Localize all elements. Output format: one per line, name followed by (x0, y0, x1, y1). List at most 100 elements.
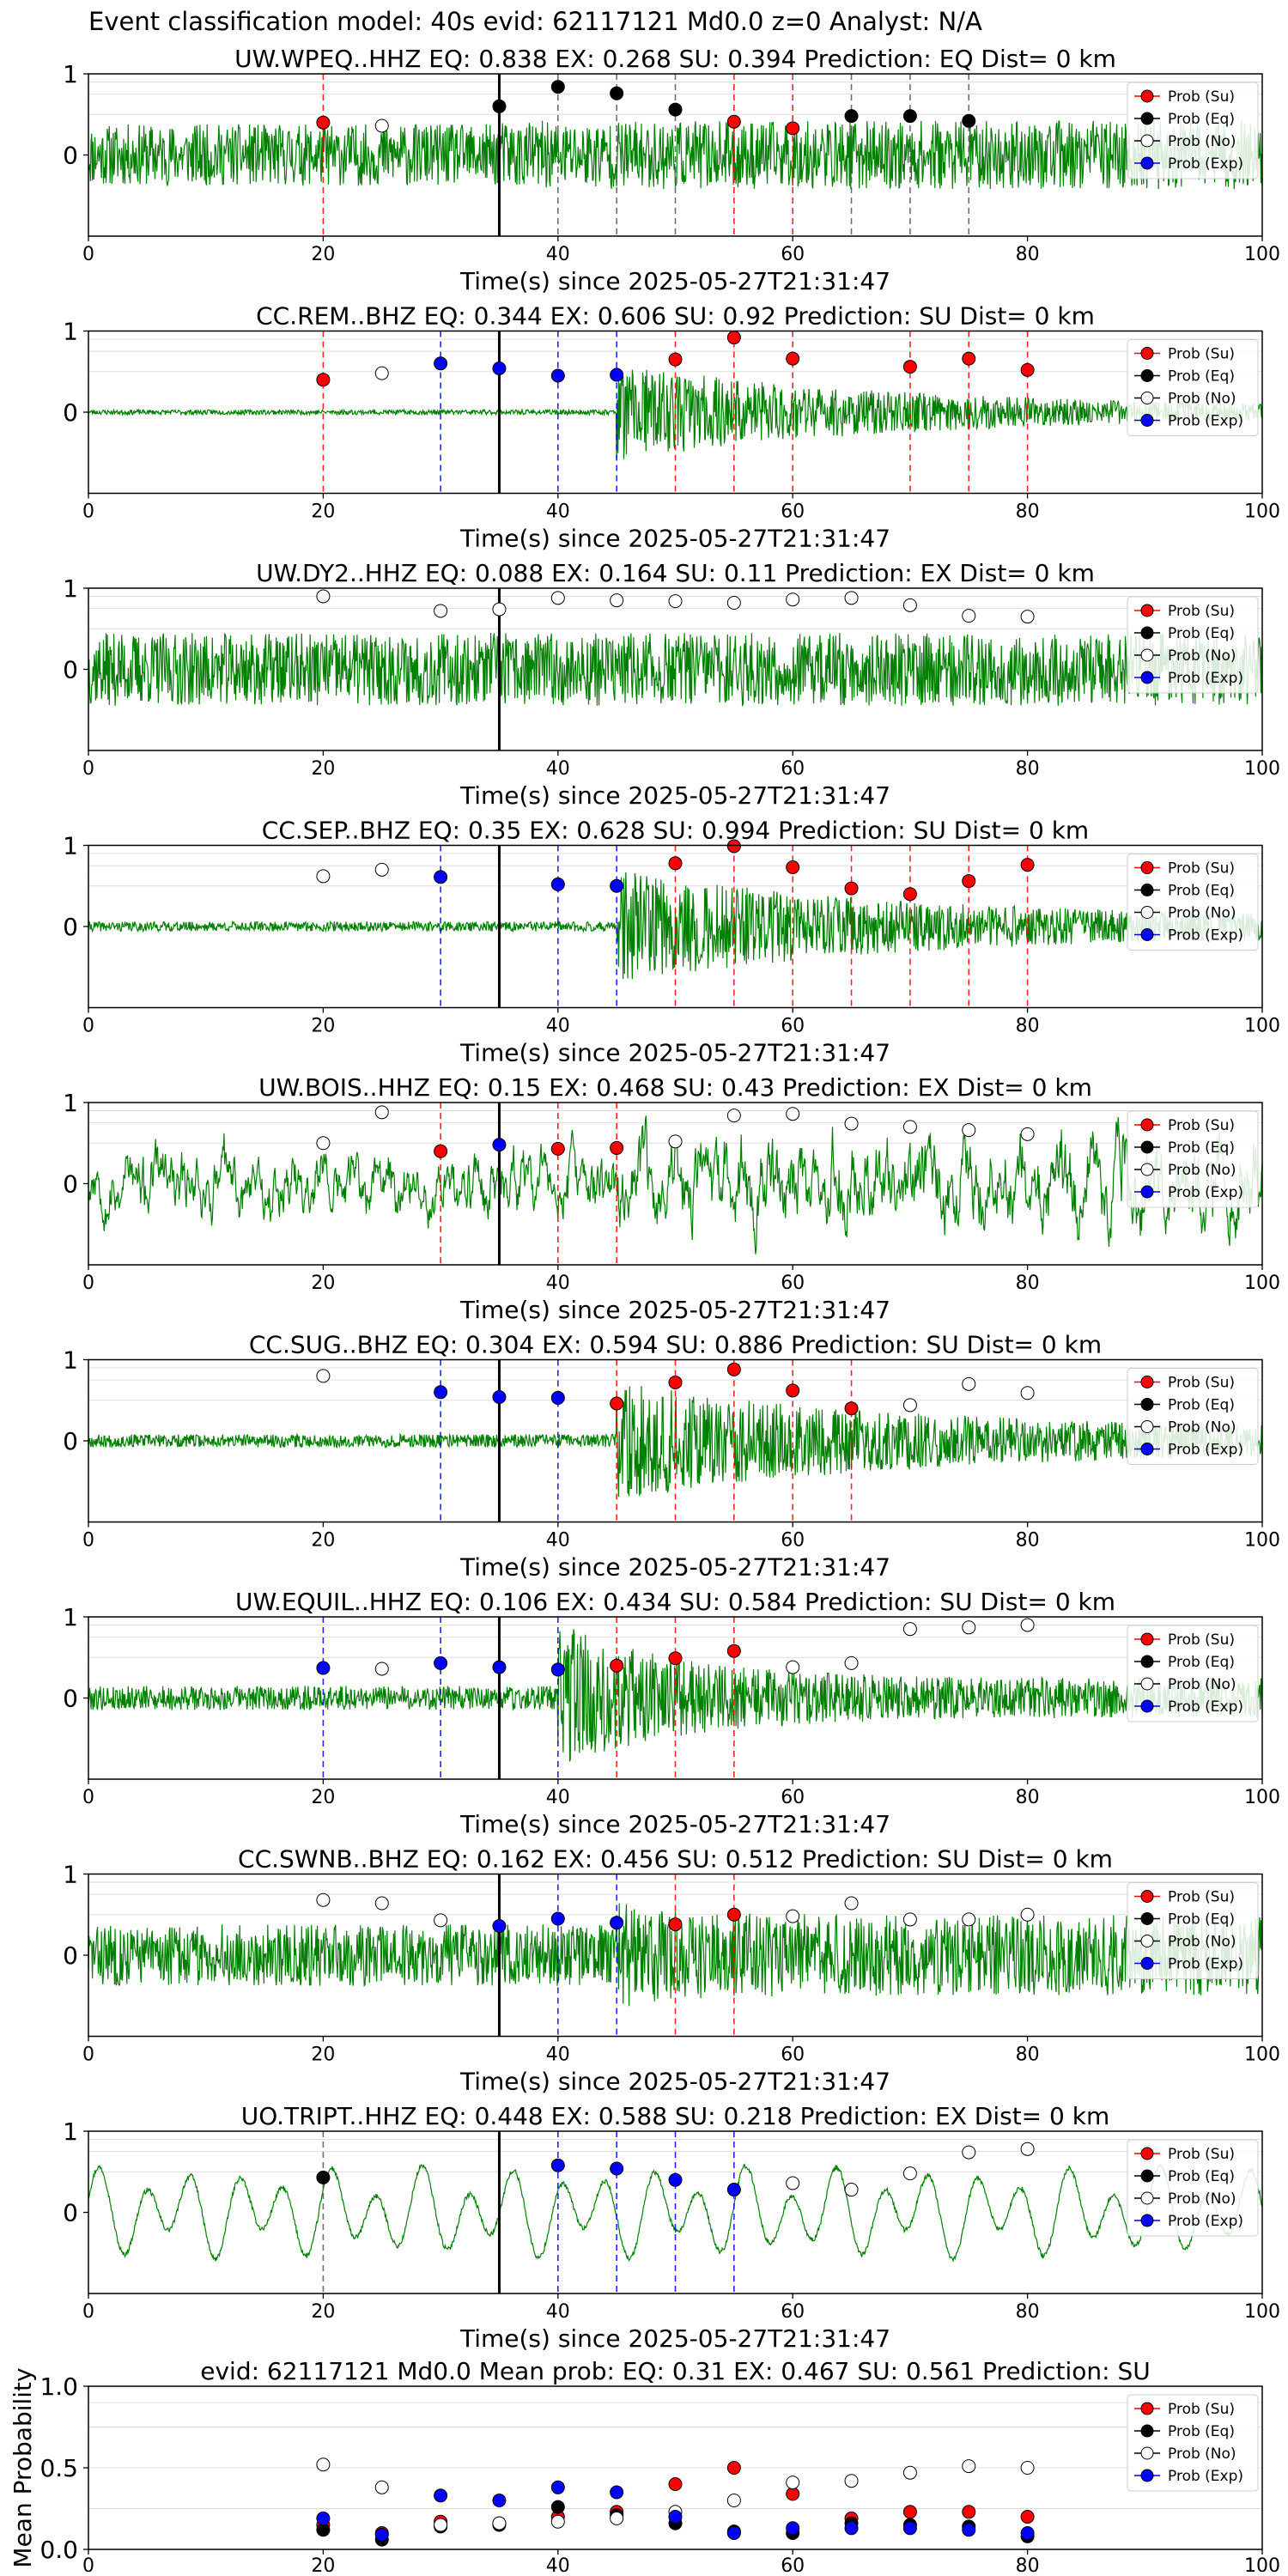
mean-prob-marker-no (1020, 2461, 1035, 2475)
prob-marker-no (434, 604, 448, 618)
prob-marker-su (668, 1375, 683, 1389)
legend-label: Prob (Eq) (1168, 111, 1235, 128)
prob-marker-no (316, 1136, 331, 1151)
legend-marker-exp (1140, 1699, 1154, 1713)
prob-marker-no (1020, 1386, 1035, 1400)
mean-prob-marker-exp (1020, 2526, 1035, 2540)
x-tick-label: 60 (781, 1273, 805, 1294)
x-tick-label: 60 (781, 244, 805, 265)
prob-marker-no (434, 1913, 448, 1928)
legend-label: Prob (Su) (1168, 1375, 1235, 1392)
prob-marker-no (902, 1120, 917, 1134)
mean-prob-marker-exp (786, 2521, 800, 2536)
prob-marker-no (786, 592, 800, 607)
mean-prob-marker-su (786, 2487, 800, 2501)
x-tick-label: 40 (546, 1273, 570, 1294)
station-panel-6: UW.EQUIL..HHZ EQ: 0.106 EX: 0.434 SU: 0.… (63, 1588, 1280, 1838)
x-tick-label: 0 (82, 2555, 94, 2576)
y-tick-label: 0 (63, 1427, 78, 1455)
legend-label: Prob (No) (1168, 1162, 1236, 1179)
prob-marker-no (962, 1912, 976, 1927)
y-tick-label: 1 (63, 1603, 78, 1631)
x-tick-label: 20 (311, 2044, 335, 2066)
legend-marker-su (1140, 2402, 1154, 2415)
prob-marker-exp (550, 877, 565, 891)
prob-marker-eq (902, 109, 917, 124)
prob-marker-no (374, 1662, 389, 1676)
x-tick-label: 20 (311, 1787, 335, 1808)
prob-marker-no (786, 2176, 800, 2190)
prob-marker-eq (316, 2170, 331, 2184)
x-tick-label: 80 (1016, 1787, 1040, 1808)
waveform-trace (88, 1903, 1263, 2007)
x-tick-label: 40 (546, 2555, 570, 2576)
x-tick-label: 100 (1244, 1530, 1280, 1552)
legend-marker-eq (1140, 1655, 1154, 1668)
y-tick-label: 0 (63, 1941, 78, 1970)
legend-label: Prob (Su) (1168, 346, 1235, 363)
legend-label: Prob (No) (1168, 133, 1236, 150)
mean-prob-marker-no (902, 2465, 917, 2480)
mean-prob-marker-no (492, 2516, 507, 2530)
legend-label: Prob (Exp) (1168, 2213, 1243, 2230)
station-panel-5: CC.SUG..BHZ EQ: 0.304 EX: 0.594 SU: 0.88… (63, 1331, 1280, 1582)
prob-marker-no (316, 1893, 331, 1907)
prob-marker-no (1020, 1907, 1035, 1922)
legend-marker-su (1140, 1118, 1154, 1132)
prob-marker-no (962, 2145, 976, 2160)
x-tick-label: 100 (1244, 2555, 1280, 2576)
prob-marker-exp (610, 1916, 624, 1930)
x-tick-label: 60 (781, 758, 805, 780)
prob-marker-su (610, 1658, 624, 1673)
x-tick-label: 20 (311, 2555, 335, 2576)
legend-marker-exp (1140, 928, 1154, 941)
legend: Prob (Su) Prob (Eq) Prob (No) Prob (Exp) (1127, 1625, 1259, 1722)
mean-prob-marker-no (316, 2458, 331, 2472)
mean-prob-marker-exp (492, 2494, 507, 2507)
x-axis-label: Time(s) since 2025-05-27T21:31:47 (459, 1039, 890, 1067)
x-tick-label: 80 (1016, 758, 1040, 780)
legend-label: Prob (Su) (1168, 860, 1235, 878)
panel-title: UO.TRIPT..HHZ EQ: 0.448 EX: 0.588 SU: 0.… (241, 2102, 1110, 2130)
legend-marker-su (1140, 347, 1154, 360)
prob-marker-no (844, 1116, 859, 1131)
prob-marker-no (902, 2166, 917, 2181)
prob-marker-no (902, 598, 917, 612)
axes-frame (88, 1102, 1263, 1266)
legend: Prob (Su) Prob (Eq) Prob (No) Prob (Exp) (1127, 596, 1259, 694)
mean-prob-marker-no (550, 2514, 565, 2529)
x-tick-label: 40 (546, 2044, 570, 2066)
x-tick-label: 60 (781, 501, 805, 523)
x-axis-label: Time(s) since 2025-05-27T21:31:47 (459, 781, 890, 810)
prob-marker-su (902, 360, 917, 374)
x-axis-label: Time(s) since 2025-05-27T21:31:47 (459, 525, 890, 553)
y-tick-label: 0.0 (39, 2536, 78, 2564)
panel-title: CC.SWNB..BHZ EQ: 0.162 EX: 0.456 SU: 0.5… (238, 1845, 1113, 1874)
x-axis-label: Time(s) since 2025-05-27T21:31:47 (459, 1296, 890, 1324)
x-tick-label: 60 (781, 1016, 805, 1037)
legend-marker-eq (1140, 2169, 1154, 2183)
prob-marker-no (374, 366, 389, 380)
mean-prob-marker-exp (902, 2521, 917, 2536)
prob-marker-no (492, 602, 507, 617)
x-tick-label: 80 (1016, 2044, 1040, 2066)
mean-prob-marker-eq (316, 2523, 331, 2537)
x-tick-label: 40 (546, 501, 570, 523)
legend-box (1127, 596, 1259, 694)
legend: Prob (Su) Prob (Eq) Prob (No) Prob (Exp) (1127, 339, 1259, 436)
prob-marker-no (1020, 610, 1035, 624)
legend-marker-eq (1140, 884, 1154, 896)
prob-marker-su (786, 121, 800, 136)
waveform-trace (88, 632, 1263, 708)
x-axis-label: Time(s) since 2025-05-27T21:31:47 (459, 267, 890, 295)
mean-probability-panel: evid: 62117121 Md0.0 Mean prob: EQ: 0.31… (9, 2357, 1280, 2576)
x-tick-label: 20 (311, 501, 335, 523)
x-tick-label: 0 (82, 1016, 94, 1037)
figure-suptitle: Event classification model: 40s evid: 62… (88, 7, 982, 36)
prob-marker-no (1020, 1618, 1035, 1632)
mean-prob-marker-no (434, 2518, 448, 2532)
legend-label: Prob (Eq) (1168, 625, 1235, 642)
prob-marker-exp (550, 2158, 565, 2172)
y-axis-label: Mean Probability (9, 2367, 37, 2567)
mean-prob-marker-exp (844, 2521, 859, 2536)
